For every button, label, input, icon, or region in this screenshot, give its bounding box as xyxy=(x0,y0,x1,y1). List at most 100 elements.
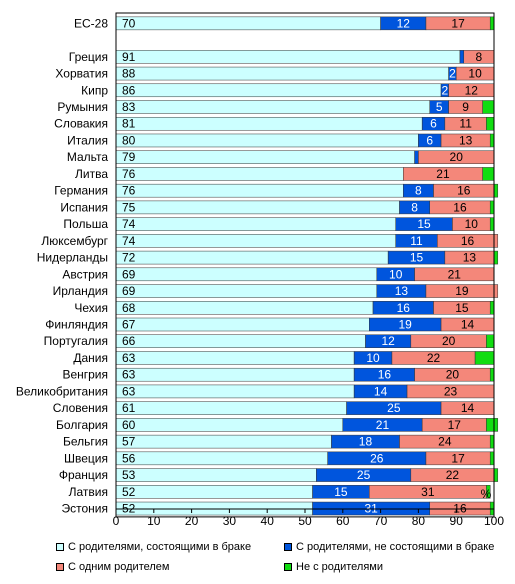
data-label: 61 xyxy=(122,401,136,415)
x-tick-label: 20 xyxy=(185,514,199,528)
data-label: 31 xyxy=(421,485,435,499)
data-label: 12 xyxy=(381,334,395,348)
data-label: 91 xyxy=(122,50,136,64)
category-label: Финляндия xyxy=(45,318,108,332)
data-label: 21 xyxy=(376,418,390,432)
bar-segment xyxy=(493,183,499,198)
legend-label: С одним родителем xyxy=(68,561,170,573)
data-label: 9 xyxy=(462,100,469,114)
category-label: Хорватия xyxy=(55,67,108,81)
legend-label: С родителями, не состоящими в браке xyxy=(296,541,495,553)
bar-segment xyxy=(115,434,332,449)
data-label: 10 xyxy=(465,217,479,231)
data-label: 86 xyxy=(122,83,136,97)
data-label: 72 xyxy=(122,251,136,265)
category-label: Литва xyxy=(75,167,108,181)
bar-segment xyxy=(414,150,419,164)
legend-item: С одним родителем xyxy=(56,561,169,573)
data-label: 23 xyxy=(444,384,458,398)
bar-segment xyxy=(489,16,495,31)
data-label: 63 xyxy=(122,384,136,398)
data-label: 53 xyxy=(122,468,136,482)
legend-item: С родителями, не состоящими в браке xyxy=(284,541,494,553)
data-label: 13 xyxy=(463,251,477,265)
data-label: 20 xyxy=(450,150,464,164)
data-label: 81 xyxy=(122,117,136,131)
bar-segment xyxy=(115,183,404,198)
x-tick-label: 40 xyxy=(261,514,275,528)
category-label: Португалия xyxy=(44,334,108,348)
bar-segment xyxy=(489,434,495,449)
x-tick-label: 0 xyxy=(113,514,120,528)
data-label: 14 xyxy=(461,318,475,332)
data-label: 21 xyxy=(436,167,450,181)
data-label: 74 xyxy=(122,217,136,231)
category-label: Испания xyxy=(60,200,108,214)
bar-segment xyxy=(489,367,495,382)
data-label: 76 xyxy=(122,184,136,198)
data-label: 22 xyxy=(446,468,460,482)
category-label: Словакия xyxy=(54,117,108,131)
data-label: 2 xyxy=(442,83,449,97)
data-label: 67 xyxy=(122,318,136,332)
category-labels: ЕС-28 Греция Хорватия Кипр Румыния Словакия Ит… xyxy=(16,16,109,515)
data-label: 10 xyxy=(468,67,482,81)
data-label: 16 xyxy=(457,184,471,198)
category-label: Германия xyxy=(54,184,108,198)
x-axis: 0 10 20 30 40 50 60 70 80 90 100% xyxy=(113,12,504,528)
bar-segment xyxy=(482,167,495,181)
category-label: Швеция xyxy=(64,451,108,465)
bar-segment xyxy=(437,234,499,248)
data-label: 14 xyxy=(374,384,388,398)
bar-segment xyxy=(115,284,378,298)
data-label: 17 xyxy=(448,418,462,432)
data-label: 11 xyxy=(459,117,472,131)
bar-segment xyxy=(115,83,442,98)
data-label: 19 xyxy=(455,284,469,298)
bar-segment xyxy=(474,351,495,365)
category-label: Словения xyxy=(53,401,108,415)
x-tick-label: 100 xyxy=(484,514,504,528)
data-label: 63 xyxy=(122,368,136,382)
category-label: ЕС-28 xyxy=(74,16,108,30)
data-label: 14 xyxy=(461,401,475,415)
data-label: 16 xyxy=(453,200,467,214)
bar-segment xyxy=(115,167,404,181)
data-label: 69 xyxy=(122,267,136,281)
legend-label: Не с родителями xyxy=(296,561,383,573)
data-label: 13 xyxy=(459,133,473,147)
bar-segment xyxy=(486,334,495,348)
data-label: 76 xyxy=(122,167,136,181)
legend-swatch xyxy=(284,563,292,571)
data-label: 12 xyxy=(465,83,479,97)
data-label: 56 xyxy=(122,451,136,465)
bar-segment xyxy=(115,351,355,365)
data-label: 15 xyxy=(455,301,469,315)
data-label: 16 xyxy=(397,301,411,315)
plot-frame xyxy=(115,12,495,518)
data-label: 15 xyxy=(410,251,424,265)
data-label: 12 xyxy=(397,16,411,30)
data-label: 15 xyxy=(334,485,348,499)
data-label: 11 xyxy=(410,234,423,248)
category-label: Эстония xyxy=(62,502,109,516)
bar-segment xyxy=(489,217,495,231)
bar-segment xyxy=(493,468,499,482)
bar-segment xyxy=(115,16,381,31)
data-label: 26 xyxy=(370,451,384,465)
data-label: 2 xyxy=(449,67,456,81)
data-label: 75 xyxy=(122,200,136,214)
x-tick-label: 70 xyxy=(374,514,388,528)
category-label: Чехия xyxy=(74,301,108,315)
x-tick-label: 90 xyxy=(450,514,464,528)
data-label: 8 xyxy=(411,200,418,214)
category-label: Мальта xyxy=(67,150,108,164)
data-label: 21 xyxy=(448,267,462,281)
data-label: 17 xyxy=(451,16,465,30)
category-label: Великобритания xyxy=(16,384,108,398)
data-label: 22 xyxy=(427,351,441,365)
x-tick-label: 30 xyxy=(223,514,237,528)
data-label: 10 xyxy=(366,351,380,365)
